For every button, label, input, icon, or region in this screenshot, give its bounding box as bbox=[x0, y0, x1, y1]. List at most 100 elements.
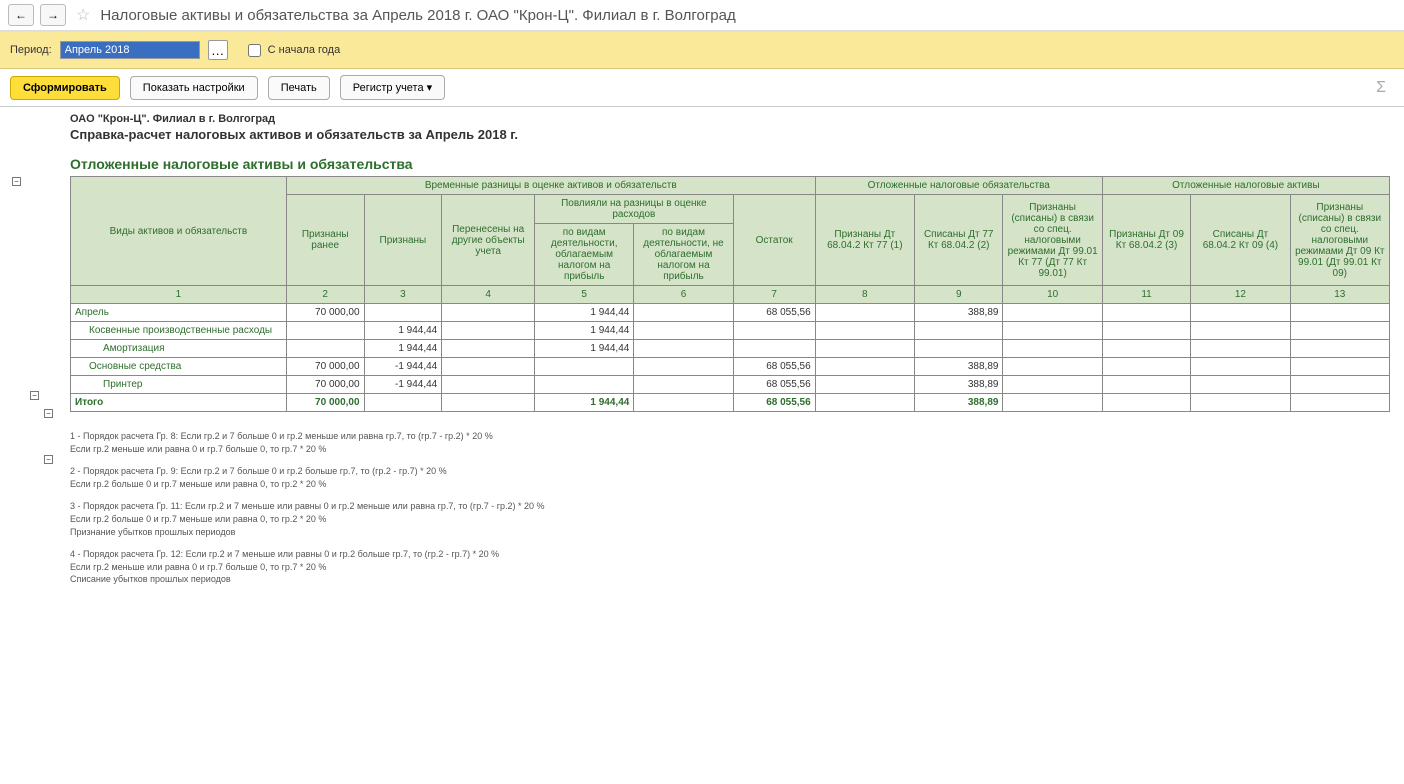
cell bbox=[634, 304, 733, 322]
cell bbox=[815, 322, 914, 340]
cell bbox=[634, 376, 733, 394]
total-cell bbox=[1102, 394, 1191, 412]
cell bbox=[442, 340, 535, 358]
total-cell bbox=[442, 394, 535, 412]
col-number: 2 bbox=[286, 286, 364, 304]
period-picker-button[interactable]: … bbox=[208, 40, 228, 60]
cell: 68 055,56 bbox=[733, 358, 815, 376]
cell bbox=[1003, 304, 1102, 322]
cell bbox=[1102, 340, 1191, 358]
total-cell bbox=[1003, 394, 1102, 412]
total-cell bbox=[634, 394, 733, 412]
nav-back-button[interactable]: ← bbox=[8, 4, 34, 26]
table-row: Основные средства70 000,00-1 944,4468 05… bbox=[71, 358, 1390, 376]
cell bbox=[442, 376, 535, 394]
col-liab-special: Признаны (списаны) в связи со спец. нало… bbox=[1003, 195, 1102, 286]
cell bbox=[286, 340, 364, 358]
tree-toggle[interactable]: − bbox=[44, 455, 53, 464]
col-number: 9 bbox=[914, 286, 1003, 304]
cell: 68 055,56 bbox=[733, 304, 815, 322]
cell bbox=[1003, 322, 1102, 340]
sigma-icon[interactable]: Σ bbox=[1376, 79, 1394, 97]
cell bbox=[1102, 322, 1191, 340]
cell bbox=[815, 340, 914, 358]
tree-toggle[interactable]: − bbox=[44, 409, 53, 418]
cell: 388,89 bbox=[914, 304, 1003, 322]
col-number: 11 bbox=[1102, 286, 1191, 304]
total-cell: 70 000,00 bbox=[286, 394, 364, 412]
footnote: 2 - Порядок расчета Гр. 9: Если гр.2 и 7… bbox=[70, 465, 970, 490]
cell bbox=[815, 376, 914, 394]
cell bbox=[1191, 304, 1290, 322]
cell: 70 000,00 bbox=[286, 376, 364, 394]
col-remainder: Остаток bbox=[733, 195, 815, 286]
total-cell: 1 944,44 bbox=[535, 394, 634, 412]
footnote: 1 - Порядок расчета Гр. 8: Если гр.2 и 7… bbox=[70, 430, 970, 455]
cell: 1 944,44 bbox=[535, 304, 634, 322]
cell: 1 944,44 bbox=[364, 322, 442, 340]
cell bbox=[1102, 304, 1191, 322]
cell bbox=[442, 358, 535, 376]
tree-toggle[interactable]: − bbox=[30, 391, 39, 400]
tree-toggle[interactable]: − bbox=[12, 177, 21, 186]
total-row: Итого70 000,001 944,4468 055,56388,89 bbox=[71, 394, 1390, 412]
col-number: 4 bbox=[442, 286, 535, 304]
table-body: 12345678910111213Апрель70 000,001 944,44… bbox=[71, 286, 1390, 412]
col-assets: Виды активов и обязательств bbox=[71, 177, 287, 286]
print-button[interactable]: Печать bbox=[268, 76, 330, 100]
total-cell bbox=[364, 394, 442, 412]
col-recognized: Признаны bbox=[364, 195, 442, 286]
register-dropdown[interactable]: Регистр учета ▾ bbox=[340, 75, 445, 100]
cell bbox=[364, 304, 442, 322]
cell bbox=[535, 358, 634, 376]
row-label: Косвенные производственные расходы bbox=[71, 322, 287, 340]
cell bbox=[1191, 358, 1290, 376]
cell: 68 055,56 bbox=[733, 376, 815, 394]
cell bbox=[442, 304, 535, 322]
cell bbox=[1290, 358, 1389, 376]
cell: 388,89 bbox=[914, 358, 1003, 376]
cell bbox=[733, 340, 815, 358]
total-cell bbox=[1290, 394, 1389, 412]
col-asset-written: Списаны Дт 68.04.2 Кт 09 (4) bbox=[1191, 195, 1290, 286]
cell bbox=[1290, 340, 1389, 358]
org-line: ОАО "Крон-Ц". Филиал в г. Волгоград bbox=[70, 113, 1394, 125]
group-temp-diff: Временные разницы в оценке активов и обя… bbox=[286, 177, 815, 195]
show-settings-button[interactable]: Показать настройки bbox=[130, 76, 258, 100]
period-bar: Период: … С начала года bbox=[0, 31, 1404, 69]
cell bbox=[634, 322, 733, 340]
table-header: Виды активов и обязательств Временные ра… bbox=[71, 177, 1390, 286]
cell bbox=[914, 322, 1003, 340]
generate-button[interactable]: Сформировать bbox=[10, 76, 120, 100]
cell: 70 000,00 bbox=[286, 304, 364, 322]
cell: 1 944,44 bbox=[535, 322, 634, 340]
group-def-asset: Отложенные налоговые активы bbox=[1102, 177, 1389, 195]
col-liab-written: Списаны Дт 77 Кт 68.04.2 (2) bbox=[914, 195, 1003, 286]
cell bbox=[1003, 340, 1102, 358]
col-number: 5 bbox=[535, 286, 634, 304]
cell: -1 944,44 bbox=[364, 376, 442, 394]
since-year-checkbox-wrap[interactable]: С начала года bbox=[244, 41, 341, 60]
report-body: ОАО "Крон-Ц". Филиал в г. Волгоград Спра… bbox=[70, 113, 1394, 596]
page-title: Налоговые активы и обязательства за Апре… bbox=[100, 7, 735, 24]
nav-forward-button[interactable]: → bbox=[40, 4, 66, 26]
cell bbox=[1003, 376, 1102, 394]
report-table: Виды активов и обязательств Временные ра… bbox=[70, 176, 1390, 412]
since-year-label: С начала года bbox=[268, 44, 341, 56]
period-input[interactable] bbox=[60, 41, 200, 59]
favorite-star-icon[interactable]: ☆ bbox=[72, 5, 94, 25]
cell bbox=[634, 358, 733, 376]
cell bbox=[914, 340, 1003, 358]
col-recognized-earlier: Признаны ранее bbox=[286, 195, 364, 286]
row-label: Амортизация bbox=[71, 340, 287, 358]
cell: -1 944,44 bbox=[364, 358, 442, 376]
since-year-checkbox[interactable] bbox=[248, 44, 261, 57]
col-asset-recognized: Признаны Дт 09 Кт 68.04.2 (3) bbox=[1102, 195, 1191, 286]
cell bbox=[1003, 358, 1102, 376]
period-label: Период: bbox=[10, 44, 52, 56]
cell: 70 000,00 bbox=[286, 358, 364, 376]
col-number: 8 bbox=[815, 286, 914, 304]
row-label: Апрель bbox=[71, 304, 287, 322]
col-number: 13 bbox=[1290, 286, 1389, 304]
cell bbox=[815, 304, 914, 322]
